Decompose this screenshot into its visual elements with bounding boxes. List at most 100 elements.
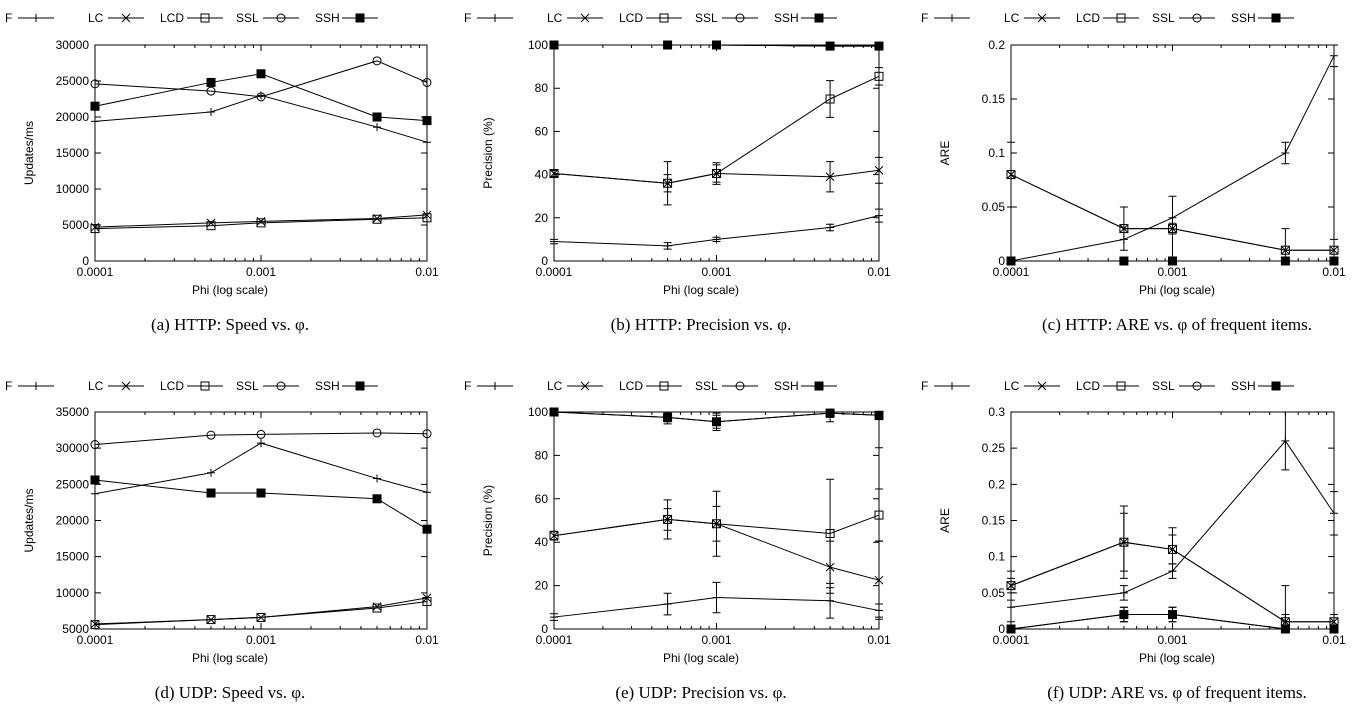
data-point [874, 41, 884, 51]
data-point [91, 117, 99, 126]
data-point [1330, 509, 1338, 518]
legend-marker [580, 13, 590, 23]
y-tick-label: 0.25 [982, 441, 1006, 455]
y-axis-label: ARE [938, 141, 952, 166]
x-axis-label: Phi (log scale) [1139, 283, 1215, 297]
legend-label: F [921, 379, 928, 393]
x-tick-label: 0.01 [1322, 265, 1346, 279]
data-point [372, 214, 382, 224]
data-point [372, 428, 382, 438]
legend-label: LCD [160, 379, 184, 393]
legend-label: LCD [1076, 379, 1100, 393]
legend-marker [948, 14, 956, 22]
legend-marker [659, 381, 669, 391]
data-point [1119, 537, 1129, 547]
x-tick-label: 0.0001 [536, 633, 573, 647]
legend-label: SSH [1231, 379, 1256, 393]
legend-label: LC [88, 379, 104, 393]
error-bar [663, 161, 672, 206]
y-tick-label: 20000 [56, 110, 90, 124]
data-point [1119, 224, 1129, 234]
error-bar [1119, 512, 1128, 572]
series-lcd [90, 597, 432, 630]
data-point [825, 172, 835, 182]
chart-panel-1: 0 5000 10000 15000 20000 25000 30000 0.0001 0.00… [5, 11, 439, 334]
legend-label: F [5, 11, 12, 25]
data-point [712, 593, 721, 602]
data-point [1119, 610, 1129, 620]
y-tick-label: 25000 [56, 477, 90, 491]
data-point [373, 123, 382, 132]
y-tick-label: 0 [541, 622, 548, 636]
y-tick-label: 15000 [56, 146, 90, 160]
data-point [90, 440, 100, 450]
data-point [422, 77, 432, 87]
legend-label: LC [547, 379, 563, 393]
x-tick-label: 0.001 [246, 633, 276, 647]
error-bar [712, 162, 721, 185]
legend-marker [1037, 381, 1047, 391]
y-tick-label: 30000 [56, 441, 90, 455]
series-lcd [1006, 170, 1339, 255]
y-tick-label: 0.05 [982, 586, 1006, 600]
data-point [712, 40, 721, 50]
data-point [1006, 256, 1016, 266]
series-line-lcd [94, 601, 428, 626]
legend-label: F [921, 11, 928, 25]
series-ssh [90, 69, 432, 126]
panel-caption: (e) UDP: Precision vs. φ. [615, 683, 786, 702]
y-tick-label: 10000 [56, 586, 90, 600]
legend: F LC LCD SSL SSH [5, 379, 378, 393]
legend-marker [659, 13, 669, 23]
data-point [90, 620, 100, 630]
y-tick-label: 15000 [56, 550, 90, 564]
y-tick-label: 0.3 [988, 405, 1005, 419]
data-point [712, 169, 721, 179]
x-tick-label: 0.001 [701, 633, 731, 647]
data-point [90, 619, 100, 629]
legend-marker [1116, 13, 1126, 23]
series-lcd [90, 213, 432, 234]
data-point [1281, 149, 1290, 157]
error-bar [1168, 534, 1177, 565]
y-tick-label: 60 [535, 124, 549, 138]
data-point [206, 86, 216, 96]
legend-marker [276, 381, 286, 391]
y-tick-label: 100 [528, 405, 548, 419]
y-tick-label: 5000 [62, 622, 89, 636]
legend-label: LC [547, 11, 563, 25]
legend: F LC LCD SSL SSH [464, 11, 837, 25]
data-point [663, 412, 673, 422]
legend: F LC LCD SSL SSH [921, 379, 1294, 393]
data-point [549, 40, 559, 50]
series-lcd [549, 478, 884, 589]
panel-caption: (d) UDP: Speed vs. φ. [155, 683, 306, 702]
legend-marker [1271, 13, 1281, 23]
data-point [256, 612, 266, 622]
data-point [1329, 245, 1339, 255]
series-line-lcd [94, 217, 428, 230]
y-tick-label: 80 [535, 448, 549, 462]
data-point [874, 165, 884, 175]
data-point [422, 213, 432, 223]
legend: F LC LCD SSL SSH [464, 379, 837, 393]
y-axis-label: Updates/ms [22, 121, 36, 185]
y-tick-label: 0.1 [988, 550, 1005, 564]
legend-marker [355, 381, 365, 391]
legend-marker [1116, 381, 1126, 391]
data-point [206, 77, 216, 87]
data-point [1281, 436, 1290, 445]
legend-label: SSH [774, 379, 799, 393]
data-point [1119, 256, 1129, 266]
x-tick-label: 0.01 [867, 265, 891, 279]
data-point [1330, 51, 1338, 60]
x-tick-label: 0.0001 [536, 265, 573, 279]
error-bar [826, 478, 835, 589]
y-tick-label: 35000 [56, 405, 90, 419]
legend-marker [735, 381, 745, 391]
data-point [549, 531, 559, 541]
data-point [550, 613, 558, 622]
y-tick-label: 20 [535, 211, 549, 225]
data-point [1168, 256, 1177, 266]
y-tick-label: 0.05 [982, 200, 1006, 214]
